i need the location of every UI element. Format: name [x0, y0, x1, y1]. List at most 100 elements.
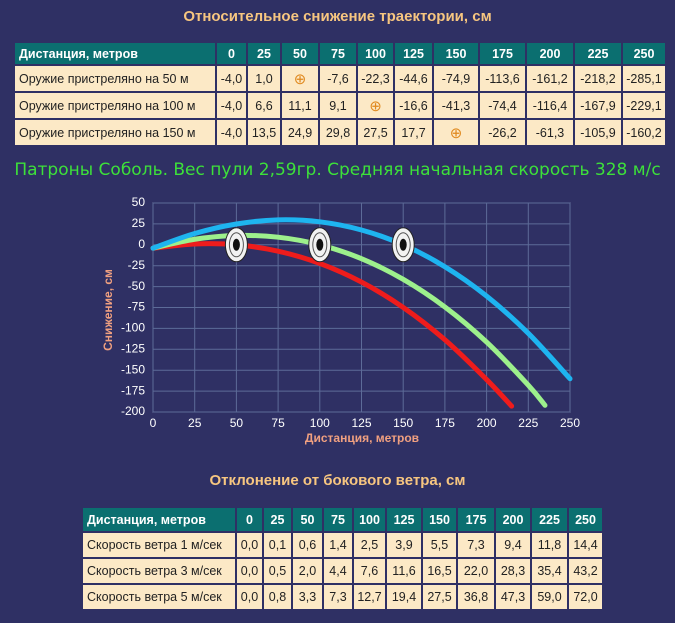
table-cell: -105,9 — [573, 118, 623, 147]
table-cell: 27,5 — [356, 118, 395, 147]
table-cell: 0 — [235, 506, 264, 533]
table-cell: 16,5 — [421, 557, 458, 585]
table-cell: 7,3 — [322, 583, 354, 611]
table-cell: 50 — [280, 41, 320, 66]
table-cell: Дистанция, метров — [13, 41, 217, 66]
y-tick-label: 0 — [138, 237, 145, 251]
table-cell: 200 — [494, 506, 532, 533]
table-cell: 225 — [573, 41, 623, 66]
table-cell: Скорость ветра 5 м/сек — [81, 583, 237, 611]
table-title: Отклонение от бокового ветра, см — [209, 472, 466, 489]
table-cell: ⊕ — [356, 91, 395, 120]
table-cell: 29,8 — [318, 118, 358, 147]
table-cell: 43,2 — [567, 557, 604, 585]
table-cell: 17,7 — [393, 118, 434, 147]
trajectory-line — [150, 217, 573, 382]
x-tick-label: 250 — [560, 416, 580, 430]
table-cell: 0,5 — [262, 557, 293, 585]
table-cell: -26,2 — [478, 118, 527, 147]
x-tick-label: 75 — [271, 416, 285, 430]
table-cell: 5,5 — [421, 531, 458, 559]
table-row: Дистанция, метров 0 25 50 75 100 125 150 175 200 2… — [81, 506, 604, 533]
table-cell: 36,8 — [456, 583, 496, 611]
table-cell: 4,4 — [322, 557, 354, 585]
table-cell: 0,8 — [262, 583, 293, 611]
table-cell: 24,9 — [280, 118, 320, 147]
table-cell: 2,0 — [291, 557, 324, 585]
zero-target — [224, 227, 248, 263]
table-cell: 0 — [215, 41, 248, 66]
table-cell: 3,9 — [385, 531, 423, 559]
table-row: Дистанция, метров 0 25 50 75 100 125 150 175 200 2… — [13, 41, 667, 66]
table-cell: 25 — [246, 41, 282, 66]
table-cell: 19,4 — [385, 583, 423, 611]
table-cell: 14,4 — [567, 531, 604, 559]
chart-subtitle: Патроны Соболь. Вес пули 2,59гр. Средняя… — [14, 160, 661, 180]
table-cell: -41,3 — [432, 91, 480, 120]
y-tick-label: 50 — [132, 195, 146, 209]
y-tick-label: -25 — [128, 258, 146, 272]
y-axis-label: Снижение, см — [101, 269, 115, 351]
table-cell: 7,6 — [352, 557, 387, 585]
table-cell: Оружие пристреляно на 50 м — [13, 64, 217, 93]
table-cell: Оружие пристреляно на 100 м — [13, 91, 217, 120]
table-cell: 0,6 — [291, 531, 324, 559]
table-cell: 100 — [352, 506, 387, 533]
table-cell: 11,8 — [530, 531, 569, 559]
table-cell: 27,5 — [421, 583, 458, 611]
table-cell: 22,0 — [456, 557, 496, 585]
table-cell: 28,3 — [494, 557, 532, 585]
trajectory-line — [150, 232, 548, 408]
y-tick-label: -125 — [121, 341, 145, 355]
y-tick-label: -150 — [121, 362, 145, 376]
table-cell: 6,6 — [246, 91, 282, 120]
table-cell: 47,3 — [494, 583, 532, 611]
table-row: Скорость ветра 3 м/сек 0,0 0,5 2,0 4,4 7,6 11,… — [81, 557, 604, 585]
trajectory-line — [150, 241, 515, 409]
table-cell: -285,1 — [621, 64, 667, 93]
y-tick-label: -175 — [121, 383, 145, 397]
drop-table: Дистанция, метров 0 25 50 75 100 125 150 175 200 2… — [13, 41, 667, 147]
table-cell: -74,4 — [478, 91, 527, 120]
target-center — [232, 238, 240, 251]
target-center — [316, 238, 324, 251]
table-cell: 0,0 — [235, 583, 264, 611]
table-row: Оружие пристреляно на 150 м -4,0 13,5 24,9 2… — [13, 118, 667, 147]
zero-target — [308, 227, 332, 263]
table-row: Скорость ветра 1 м/сек 0,0 0,1 0,6 1,4 2,5 3,9… — [81, 531, 604, 559]
table-cell: 250 — [621, 41, 667, 66]
table-cell: Скорость ветра 1 м/сек — [81, 531, 237, 559]
x-axis-label: Дистанция, метров — [305, 431, 419, 445]
table-cell: Скорость ветра 3 м/сек — [81, 557, 237, 585]
table-cell: 50 — [291, 506, 324, 533]
table-cell: 1,0 — [246, 64, 282, 93]
zero-target — [391, 227, 415, 263]
table-cell: 75 — [322, 506, 354, 533]
table-cell: -7,6 — [318, 64, 358, 93]
chart: Дистанция, метров Снижение, см -200 -175 -… — [101, 195, 580, 445]
table-cell: -116,4 — [525, 91, 575, 120]
table-cell: 150 — [421, 506, 458, 533]
table-cell: 12,7 — [352, 583, 387, 611]
table-cell: 0,0 — [235, 557, 264, 585]
table-cell: 0,1 — [262, 531, 293, 559]
y-tick-label: -75 — [128, 300, 146, 314]
table-cell: -74,9 — [432, 64, 480, 93]
table-cell: -16,6 — [393, 91, 434, 120]
table-cell: -160,2 — [621, 118, 667, 147]
table-cell: 11,1 — [280, 91, 320, 120]
y-tick-label: -50 — [128, 279, 146, 293]
x-tick-label: 100 — [310, 416, 330, 430]
table-cell: 125 — [393, 41, 434, 66]
table-cell: 175 — [478, 41, 527, 66]
table-cell: 72,0 — [567, 583, 604, 611]
table-cell: 250 — [567, 506, 604, 533]
table-cell: 35,4 — [530, 557, 569, 585]
table-cell: -4,0 — [215, 118, 248, 147]
table-cell: -4,0 — [215, 91, 248, 120]
table-cell: 9,1 — [318, 91, 358, 120]
table-cell: 7,3 — [456, 531, 496, 559]
y-tick-label: -100 — [121, 321, 145, 335]
x-tick-label: 225 — [518, 416, 538, 430]
